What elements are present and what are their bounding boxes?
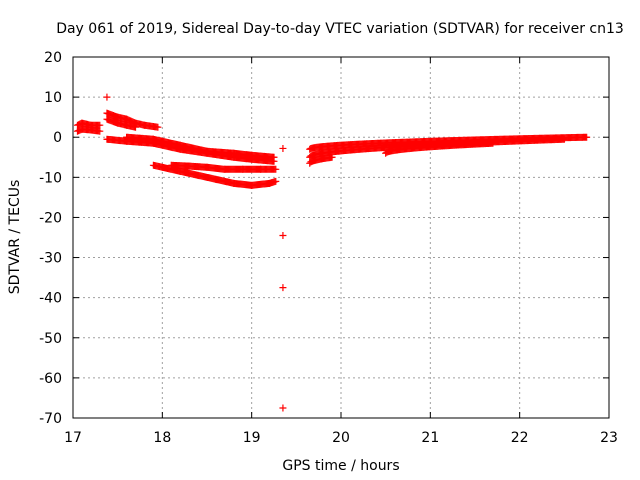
x-tick-label: 20 (332, 430, 350, 446)
data-point-isolated (279, 231, 287, 239)
y-tick-label: -70 (39, 411, 62, 427)
y-tick-label: -40 (39, 291, 62, 307)
data-point-isolated (279, 284, 287, 292)
data-marks (73, 93, 591, 412)
data-point (96, 127, 104, 135)
y-tick-label: 10 (44, 90, 62, 106)
y-tick-label: -60 (39, 371, 62, 387)
data-point (328, 153, 336, 161)
y-tick-label: -50 (39, 331, 62, 347)
x-tick-label: 22 (511, 430, 529, 446)
x-tick-label: 21 (421, 430, 439, 446)
data-point (270, 153, 278, 161)
y-tick-label: -20 (39, 210, 62, 226)
x-tick-label: 17 (64, 430, 82, 446)
data-point (560, 135, 568, 143)
data-point (489, 139, 497, 147)
y-tick-label: 0 (53, 130, 62, 146)
data-point-isolated (279, 404, 287, 412)
chart-title: Day 061 of 2019, Sidereal Day-to-day VTE… (56, 21, 624, 37)
data-point-isolated (103, 93, 111, 101)
data-point (272, 165, 280, 173)
x-tick-label: 18 (153, 430, 171, 446)
data-point-isolated (279, 144, 287, 152)
y-tick-label: 20 (44, 50, 62, 66)
x-tick-label: 19 (243, 430, 261, 446)
x-axis-label: GPS time / hours (282, 458, 399, 474)
data-point (132, 123, 140, 131)
x-tick-label: 23 (600, 430, 618, 446)
data-point (272, 177, 280, 185)
data-point (96, 121, 104, 129)
data-point (583, 133, 591, 141)
y-tick-label: -10 (39, 170, 62, 186)
data-point (154, 123, 162, 131)
y-tick-label: -30 (39, 251, 62, 267)
ticks: 17 18 19 20 21 22 23 20 10 0 -10 -20 -30 -40 -50 -60 -70 (39, 50, 618, 446)
y-axis-label: SDTVAR / TECUs (7, 180, 23, 295)
